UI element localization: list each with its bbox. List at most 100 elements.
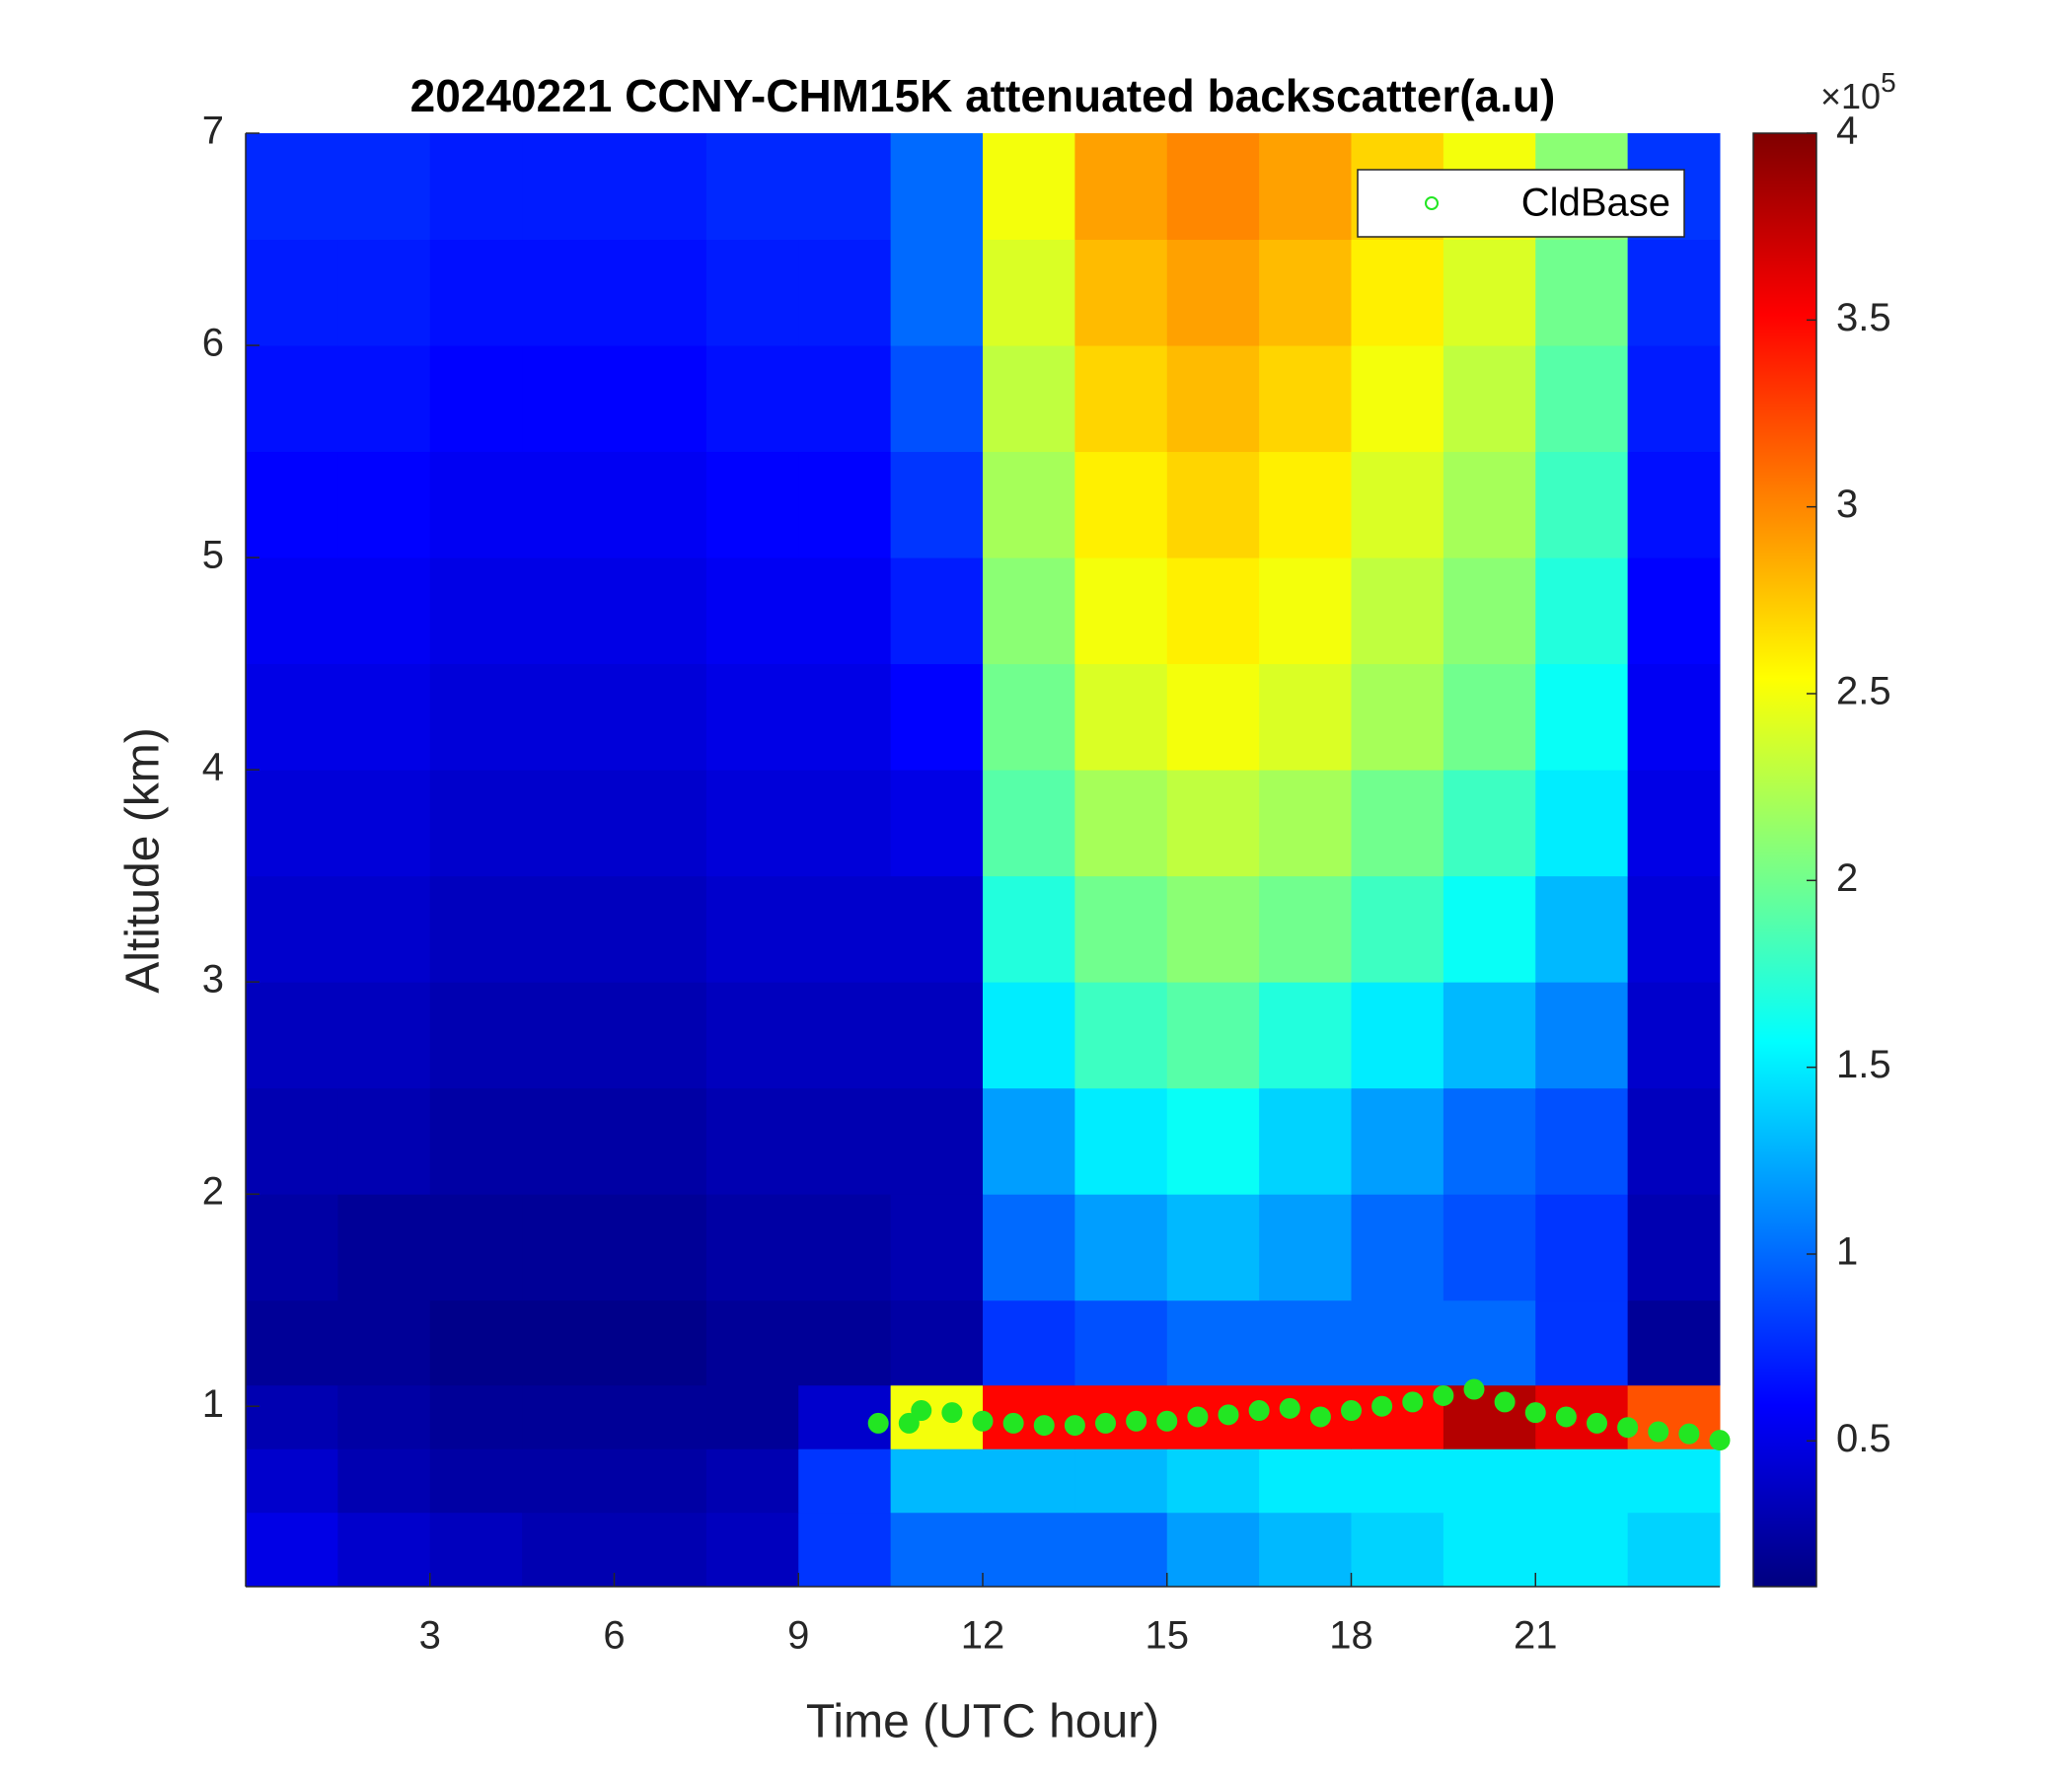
cloud-base-marker bbox=[1095, 1412, 1116, 1434]
heatmap-cell bbox=[522, 345, 615, 453]
x-tick-label: 6 bbox=[603, 1614, 625, 1658]
heatmap-cell bbox=[429, 1299, 523, 1386]
cloud-base-marker bbox=[1279, 1397, 1300, 1419]
heatmap-cell bbox=[1259, 1448, 1352, 1514]
heatmap-cell bbox=[705, 770, 799, 877]
heatmap-cell bbox=[798, 345, 892, 453]
heatmap-cell bbox=[705, 557, 799, 665]
heatmap-cell bbox=[1259, 1087, 1352, 1195]
heatmap-cell bbox=[1166, 451, 1260, 558]
heatmap-cell bbox=[983, 770, 1075, 877]
heatmap-cell bbox=[1259, 770, 1352, 877]
heatmap-cell bbox=[337, 875, 431, 983]
heatmap-cell bbox=[1074, 1087, 1168, 1195]
heatmap-cell bbox=[705, 133, 799, 241]
heatmap-cell bbox=[1351, 1194, 1444, 1301]
heatmap-cell bbox=[1074, 133, 1168, 241]
heatmap-cell bbox=[798, 557, 892, 665]
cloud-base-marker bbox=[1402, 1391, 1424, 1413]
heatmap-cell bbox=[983, 1299, 1075, 1386]
heatmap-cell bbox=[1074, 875, 1168, 983]
cloud-base-marker bbox=[1033, 1415, 1055, 1437]
heatmap-cell bbox=[337, 1384, 431, 1449]
heatmap-cell bbox=[1535, 770, 1629, 877]
heatmap-cell bbox=[1351, 663, 1444, 771]
cloud-base-marker bbox=[911, 1400, 932, 1422]
heatmap-cell bbox=[1351, 1384, 1444, 1449]
heatmap bbox=[246, 133, 1721, 1588]
heatmap-cell bbox=[1627, 1087, 1721, 1195]
heatmap-cell bbox=[1351, 770, 1444, 877]
heatmap-cell bbox=[246, 1384, 338, 1449]
heatmap-cell bbox=[522, 1448, 615, 1514]
y-tick-label: 2 bbox=[202, 1170, 224, 1214]
heatmap-cell bbox=[1443, 1299, 1536, 1386]
heatmap-cell bbox=[614, 1448, 707, 1514]
heatmap-cell bbox=[705, 1384, 799, 1449]
cloud-base-marker bbox=[1555, 1406, 1577, 1428]
heatmap-cell bbox=[1351, 1512, 1444, 1588]
cloud-base-marker bbox=[1463, 1378, 1485, 1400]
heatmap-cell bbox=[1535, 557, 1629, 665]
heatmap-cell bbox=[1443, 982, 1536, 1089]
heatmap-cell bbox=[1627, 663, 1721, 771]
heatmap-cell bbox=[1166, 875, 1260, 983]
heatmap-cell bbox=[890, 982, 984, 1089]
cloud-base-marker bbox=[1587, 1412, 1607, 1434]
cloud-base-marker bbox=[1218, 1404, 1239, 1426]
heatmap-cell bbox=[1074, 557, 1168, 665]
heatmap-cell bbox=[705, 875, 799, 983]
cloud-base-marker bbox=[1433, 1384, 1454, 1406]
heatmap-cell bbox=[337, 1299, 431, 1386]
heatmap-cell bbox=[614, 1087, 707, 1195]
heatmap-cell bbox=[1259, 1194, 1352, 1301]
heatmap-cell bbox=[890, 451, 984, 558]
cloud-base-marker bbox=[1617, 1417, 1639, 1439]
colorbar-base: ×10 bbox=[1820, 76, 1881, 116]
heatmap-cell bbox=[1627, 1448, 1721, 1514]
colorbar-tick-label: 3 bbox=[1836, 482, 1858, 526]
heatmap-cell bbox=[1535, 1194, 1629, 1301]
heatmap-cell bbox=[522, 1087, 615, 1195]
heatmap-cell bbox=[429, 663, 523, 771]
heatmap-cell bbox=[522, 1384, 615, 1449]
heatmap-cell bbox=[1535, 239, 1629, 346]
heatmap-cell bbox=[1259, 875, 1352, 983]
x-tick-label: 3 bbox=[419, 1614, 441, 1658]
heatmap-cell bbox=[429, 1384, 523, 1449]
heatmap-cell bbox=[1535, 1512, 1629, 1588]
heatmap-cell bbox=[1074, 1299, 1168, 1386]
heatmap-cell bbox=[798, 770, 892, 877]
heatmap-cell bbox=[1535, 663, 1629, 771]
legend-marker bbox=[1425, 196, 1439, 210]
cloud-base-marker bbox=[972, 1410, 994, 1432]
x-tick-label: 12 bbox=[961, 1614, 1005, 1658]
heatmap-cell bbox=[337, 770, 431, 877]
heatmap-cell bbox=[983, 1384, 1075, 1449]
heatmap-cell bbox=[337, 1087, 431, 1195]
cloud-base-marker bbox=[1309, 1406, 1331, 1428]
heatmap-cell bbox=[246, 133, 338, 241]
heatmap-cell bbox=[1443, 1448, 1536, 1514]
heatmap-cell bbox=[614, 982, 707, 1089]
heatmap-cell bbox=[1166, 663, 1260, 771]
heatmap-cell bbox=[522, 239, 615, 346]
y-tick-label: 5 bbox=[202, 534, 224, 577]
heatmap-cell bbox=[1443, 1087, 1536, 1195]
heatmap-cell bbox=[429, 133, 523, 241]
heatmap-cell bbox=[614, 133, 707, 241]
heatmap-cell bbox=[1259, 133, 1352, 241]
heatmap-cell bbox=[1074, 982, 1168, 1089]
heatmap-cell bbox=[1535, 1087, 1629, 1195]
heatmap-cell bbox=[1259, 1384, 1352, 1449]
x-tick-label: 9 bbox=[787, 1614, 809, 1658]
heatmap-cell bbox=[890, 663, 984, 771]
heatmap-cell bbox=[1351, 451, 1444, 558]
heatmap-cell bbox=[1627, 770, 1721, 877]
heatmap-cell bbox=[246, 663, 338, 771]
heatmap-cell bbox=[705, 451, 799, 558]
heatmap-cell bbox=[1166, 1512, 1260, 1588]
heatmap-cell bbox=[1443, 239, 1536, 346]
heatmap-cell bbox=[1166, 557, 1260, 665]
